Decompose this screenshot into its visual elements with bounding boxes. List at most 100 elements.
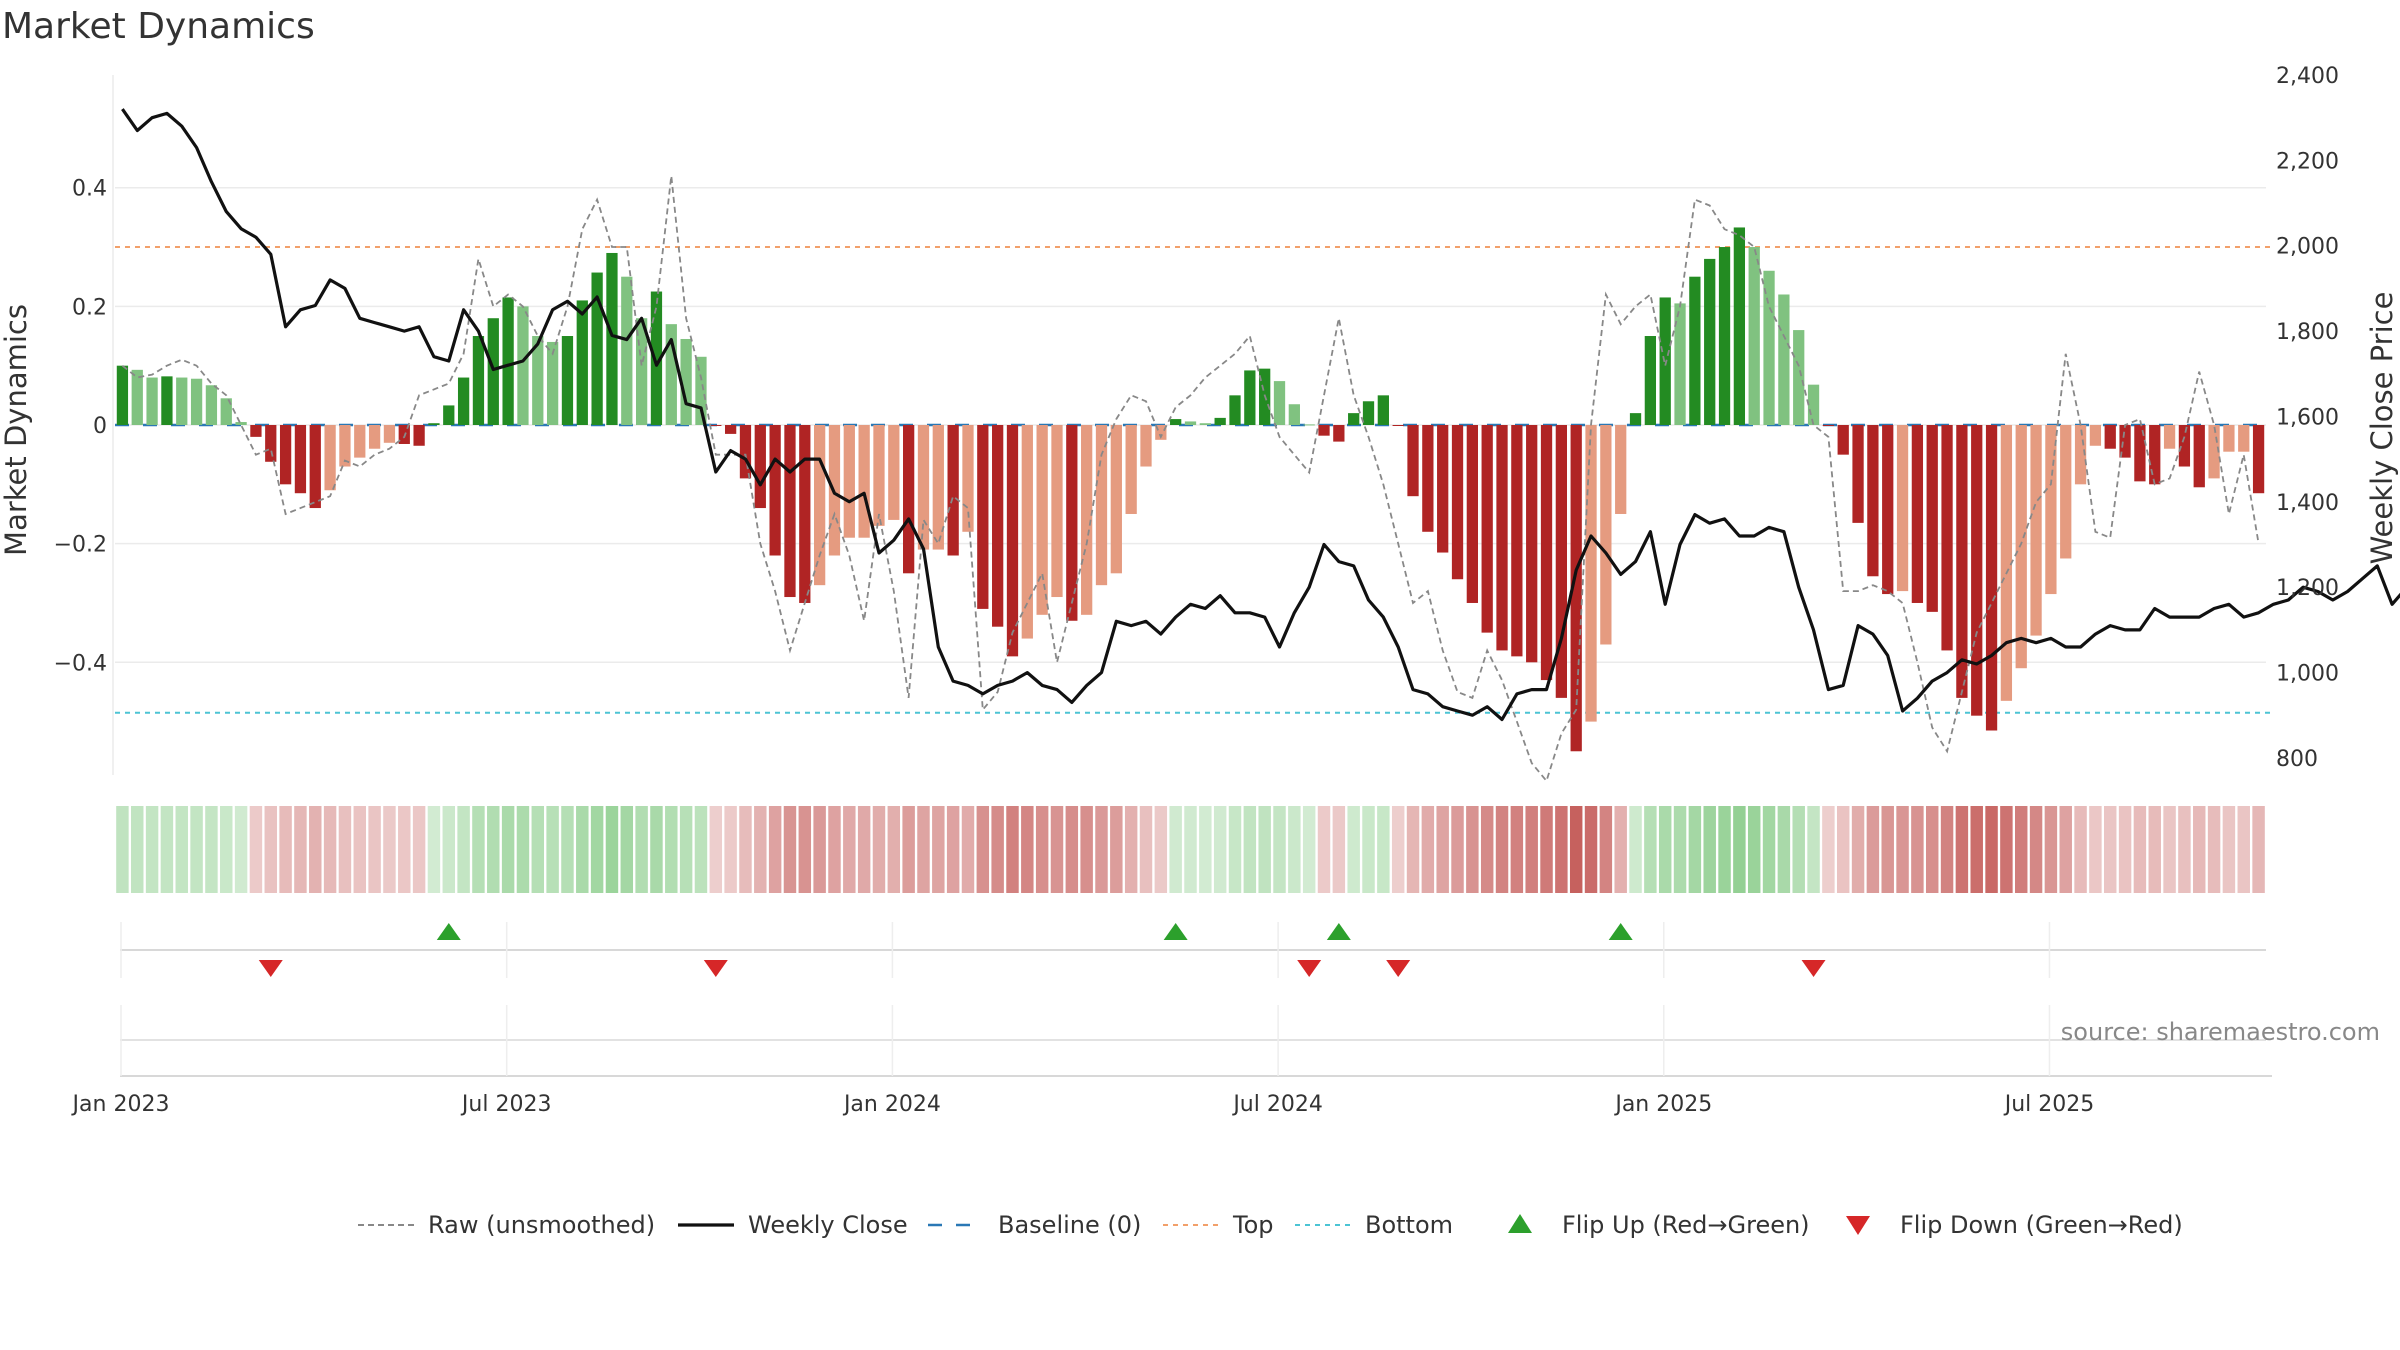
momentum-bar [1318, 425, 1330, 436]
regime-cell [768, 806, 782, 893]
momentum-bar [665, 324, 677, 425]
momentum-bar [1585, 425, 1597, 722]
x-tick-label: Jan 2025 [1613, 1092, 1712, 1117]
regime-cell [1807, 806, 1820, 893]
flip-down-marker [258, 960, 283, 977]
momentum-bar [1407, 425, 1419, 497]
regime-cell [1065, 806, 1079, 893]
regime-cell [679, 806, 693, 893]
regime-cell [1599, 806, 1613, 893]
regime-cell [813, 806, 826, 893]
regime-cell [843, 806, 856, 893]
regime-cell [2178, 806, 2191, 893]
regime-cell [1985, 806, 1998, 893]
regime-cell [1451, 806, 1464, 893]
momentum-bar [1333, 425, 1345, 442]
regime-cell [457, 806, 470, 893]
regime-cell [2044, 806, 2058, 893]
regime-cell [398, 806, 411, 893]
chart-title: Market Dynamics [2, 6, 315, 47]
momentum-bar [2252, 425, 2265, 494]
momentum-bar [517, 306, 529, 425]
x-tick-label: Jul 2023 [460, 1092, 552, 1117]
momentum-bar [1778, 294, 1790, 425]
momentum-bar [1763, 270, 1775, 425]
regime-cell [2222, 806, 2236, 893]
momentum-bar [621, 276, 633, 425]
flip-down-marker [1801, 960, 1826, 977]
momentum-bar [932, 425, 944, 550]
right-tick-label: 2,400 [2276, 64, 2339, 89]
momentum-bar [754, 425, 766, 509]
momentum-bar [1807, 384, 1820, 425]
momentum-bar [858, 425, 870, 538]
regime-cell [1050, 806, 1064, 893]
legend-label-bottom: Bottom [1365, 1211, 1453, 1239]
momentum-bar [1422, 425, 1434, 532]
momentum-bar [190, 378, 203, 425]
flip-down-marker [1297, 960, 1322, 977]
regime-cell [1940, 806, 1954, 893]
legend: Raw (unsmoothed) Weekly Close Baseline (0)… [358, 1211, 2183, 1239]
momentum-bar [1481, 425, 1493, 633]
momentum-bar [947, 425, 959, 556]
momentum-bar [1081, 425, 1093, 615]
momentum-bar [680, 338, 692, 425]
momentum-bar [279, 425, 292, 485]
regime-cell [590, 806, 604, 893]
regime-cell [368, 806, 381, 893]
momentum-bar [2178, 425, 2191, 467]
regime-cell [2059, 806, 2072, 893]
regime-cell [1139, 806, 1153, 893]
momentum-bar [1377, 395, 1389, 425]
regime-cell [383, 806, 396, 893]
momentum-bar [2119, 425, 2131, 458]
momentum-bar [1437, 425, 1449, 553]
flip-panel: Jan 2023 Jul 2023 Jan 2024 Jul 2024 Jan 2025… [71, 922, 2272, 1117]
momentum-bar [576, 300, 588, 425]
x-tick-label: Jul 2024 [1231, 1092, 1323, 1117]
momentum-bar [546, 341, 559, 425]
regime-cell [145, 806, 159, 893]
regime-cell [294, 806, 307, 893]
regime-cell [932, 806, 945, 893]
momentum-bar [1985, 425, 1998, 731]
y-axis-left-title: Market Dynamics [0, 304, 33, 556]
momentum-bar [2104, 425, 2116, 449]
regime-cell [991, 806, 1004, 893]
momentum-bar [1615, 425, 1627, 514]
momentum-bar [1911, 425, 1924, 603]
momentum-bar [591, 272, 603, 425]
regime-cell [1866, 806, 1880, 893]
regime-cell [946, 806, 960, 893]
regime-cell [754, 806, 767, 893]
x-tick-label: Jul 2025 [2003, 1092, 2095, 1117]
momentum-bar [1837, 425, 1849, 455]
regime-cell [709, 806, 723, 893]
regime-cell [828, 806, 841, 893]
left-tick-label: −0.4 [54, 651, 107, 676]
momentum-bar [205, 385, 218, 425]
momentum-bar [888, 425, 900, 520]
momentum-bar [992, 425, 1004, 627]
regime-cell [1273, 806, 1286, 893]
regime-cell [1658, 806, 1672, 893]
regime-cell [1703, 806, 1716, 893]
line-layer [121, 108, 2400, 783]
momentum-bar [873, 425, 885, 526]
momentum-bar [1110, 425, 1122, 574]
momentum-bar [784, 425, 796, 598]
regime-cell [1540, 806, 1553, 893]
raw-line [121, 175, 2260, 783]
momentum-bar [724, 425, 737, 434]
momentum-bar [1125, 425, 1137, 514]
regime-cell [724, 806, 737, 893]
regime-cell [650, 806, 663, 893]
regime-cell [487, 806, 500, 893]
regime-cell [1184, 806, 1197, 893]
momentum-bar [1793, 330, 1805, 425]
momentum-bar [769, 425, 781, 556]
momentum-bar [472, 336, 485, 425]
momentum-bar [1941, 425, 1953, 651]
